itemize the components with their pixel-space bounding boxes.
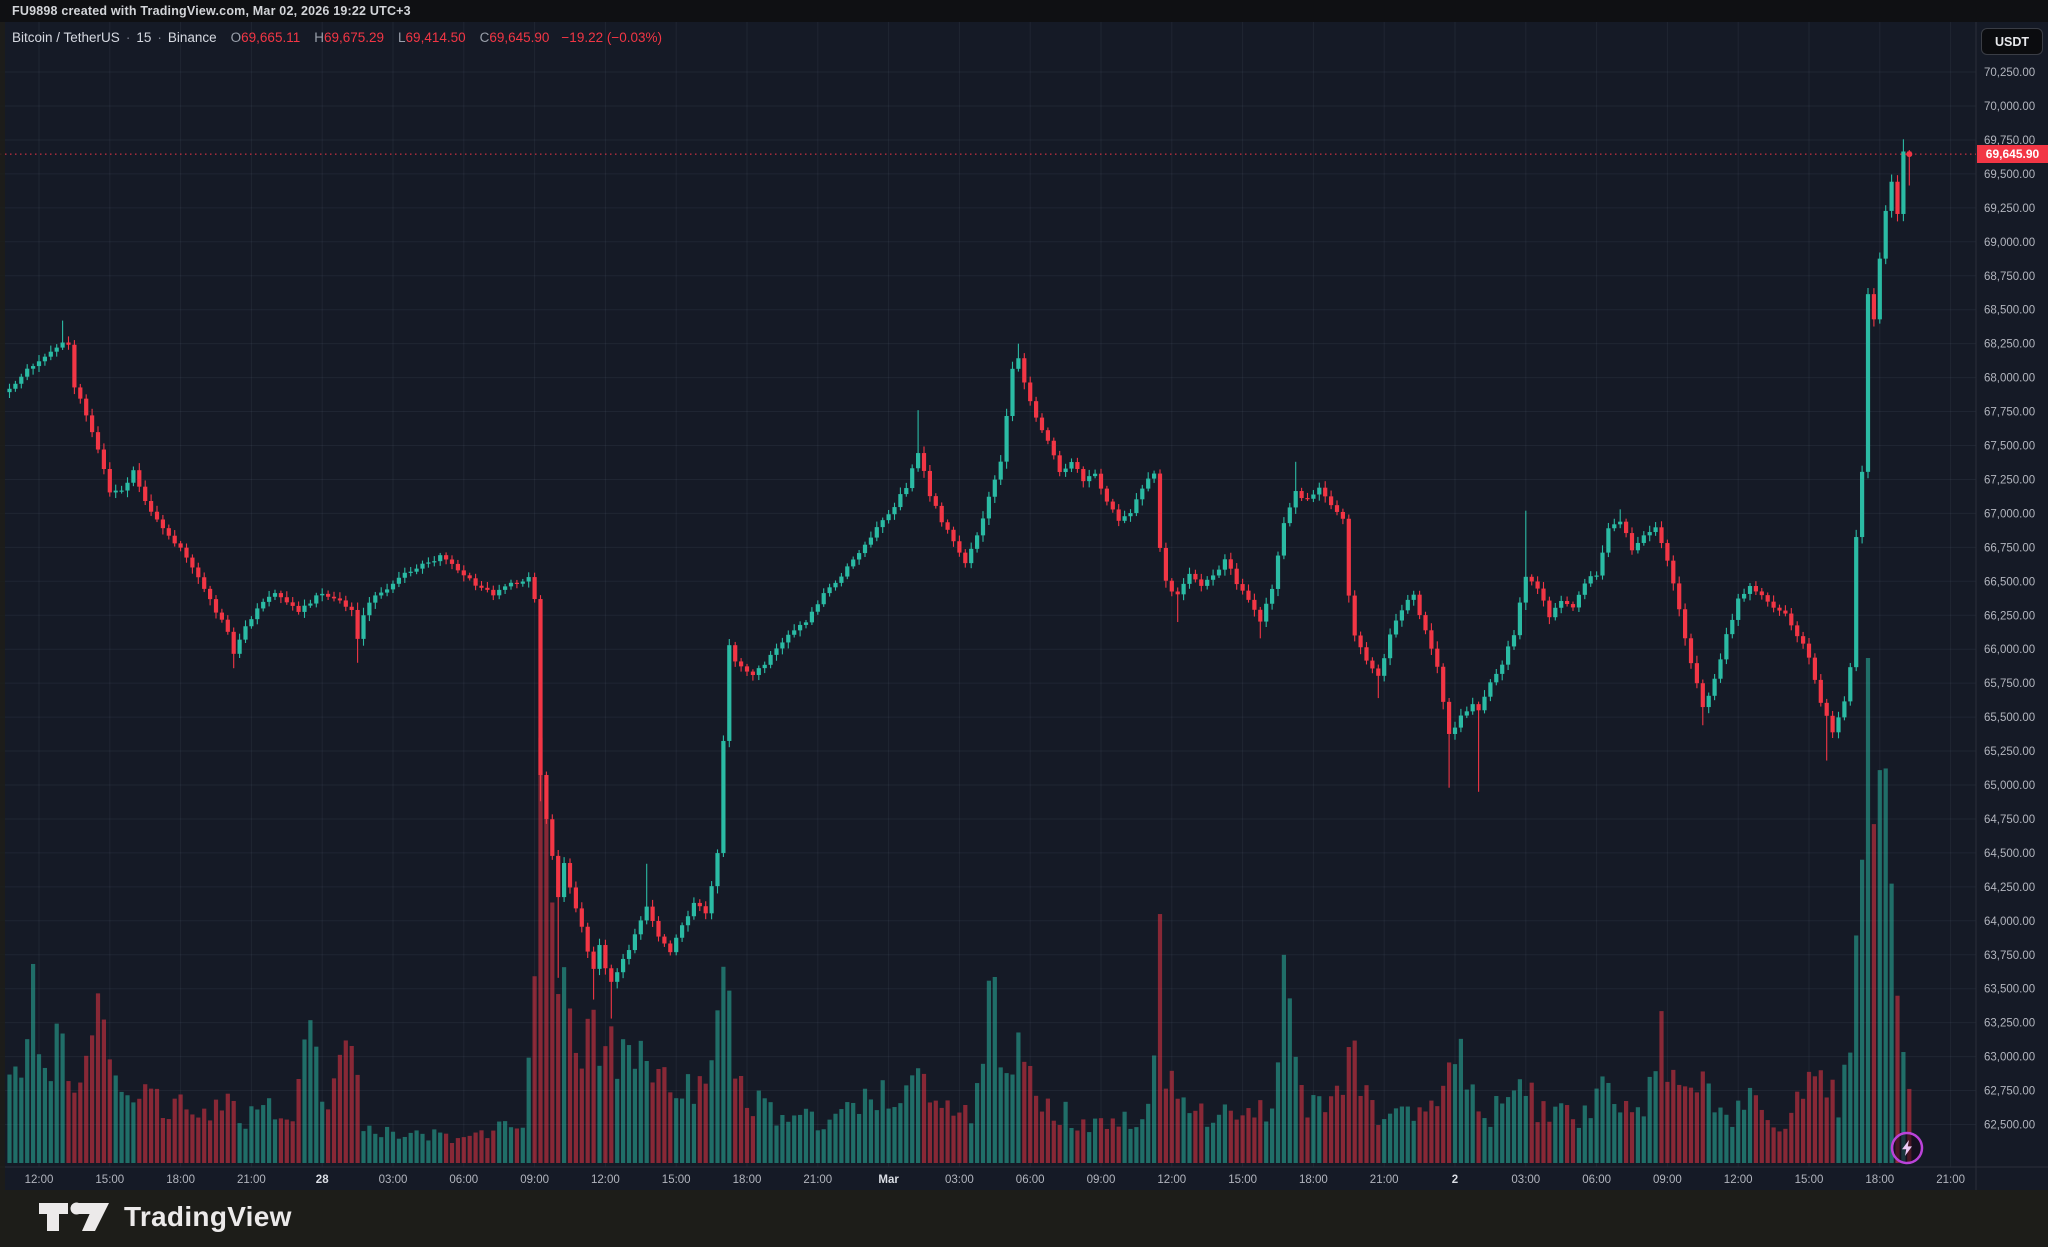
price-axis-label: 67,750.00 — [1984, 407, 2035, 419]
low-value: 69,414.50 — [405, 29, 466, 45]
time-axis-label: 18:00 — [733, 1174, 762, 1186]
price-axis-label: 66,000.00 — [1984, 644, 2035, 656]
separator-dot: · — [157, 29, 162, 45]
tradingview-logo-text: TradingView — [124, 1201, 292, 1232]
time-axis-label: 03:00 — [1511, 1174, 1540, 1186]
time-axis-label: 06:00 — [1582, 1174, 1611, 1186]
separator-dot: · — [125, 29, 131, 45]
exchange-name[interactable]: Binance — [167, 29, 217, 45]
axis-layer[interactable]: 70,250.00 70,000.00 69,750.00 69,500.00 69,2… — [0, 22, 2048, 1190]
time-axis-label: 15:00 — [1795, 1174, 1824, 1186]
time-axis-label: 09:00 — [1087, 1174, 1116, 1186]
lightning-button[interactable] — [1890, 1131, 1924, 1165]
price-axis-label: 67,250.00 — [1984, 474, 2035, 486]
price-axis-label: 62,500.00 — [1984, 1120, 2035, 1132]
time-axis-label: 18:00 — [166, 1174, 195, 1186]
time-axis-label: 09:00 — [1653, 1174, 1682, 1186]
time-axis-label: 12:00 — [1724, 1174, 1753, 1186]
time-axis-label: 15:00 — [662, 1174, 691, 1186]
time-axis-label: 12:00 — [591, 1174, 620, 1186]
price-axis-label: 69,500.00 — [1984, 169, 2035, 181]
volume-layer — [7, 658, 1912, 1163]
open-value: 69,665.11 — [241, 29, 301, 45]
symbol-name[interactable]: Bitcoin / TetherUS — [12, 29, 120, 45]
price-axis-label: 65,750.00 — [1984, 678, 2035, 690]
currency-toggle-button[interactable]: USDT — [1981, 28, 2043, 55]
time-axis-label: 06:00 — [1016, 1174, 1045, 1186]
time-axis-label: 06:00 — [449, 1174, 478, 1186]
time-axis-label: 15:00 — [95, 1174, 124, 1186]
high-value: 69,675.29 — [323, 29, 385, 45]
time-axis-label: 09:00 — [520, 1174, 549, 1186]
price-axis-label: 65,500.00 — [1984, 712, 2035, 724]
candles-layer — [7, 139, 1912, 1019]
time-axis-label: 2 — [1452, 1174, 1458, 1186]
current-price-line — [0, 151, 1976, 158]
attribution-text: FU9898 created with TradingView.com, Mar… — [12, 4, 411, 18]
open-label: O — [230, 29, 242, 45]
time-axis-label: 18:00 — [1299, 1174, 1328, 1186]
price-axis-label: 63,750.00 — [1984, 950, 2035, 962]
price-axis-label: 63,250.00 — [1984, 1018, 2035, 1030]
change-value: −19.22 (−0.03%) — [561, 29, 662, 45]
time-axis-label: 12:00 — [1157, 1174, 1186, 1186]
price-axis-label: 70,000.00 — [1984, 101, 2035, 113]
last-price-label: 69,645.90 — [1977, 145, 2048, 163]
price-axis-label: 66,750.00 — [1984, 542, 2035, 554]
high-label: H — [314, 29, 324, 45]
price-axis-label: 68,750.00 — [1984, 271, 2035, 283]
close-value: 69,645.90 — [489, 29, 550, 45]
lightning-icon — [1902, 1140, 1912, 1156]
tradingview-logo-mark — [39, 1202, 109, 1231]
time-axis-label: 21:00 — [803, 1174, 832, 1186]
price-axis-label: 66,500.00 — [1984, 576, 2035, 588]
price-axis-label: 69,250.00 — [1984, 203, 2035, 215]
chart-area: 70,250.00 70,000.00 69,750.00 69,500.00 69,2… — [0, 22, 2048, 1190]
price-axis-label: 68,250.00 — [1984, 339, 2035, 351]
price-axis-label: 69,000.00 — [1984, 237, 2035, 249]
price-axis-label: 64,000.00 — [1984, 916, 2035, 928]
bottom-bar: TradingView — [0, 1190, 2048, 1247]
price-axis-label: 63,500.00 — [1984, 984, 2035, 996]
price-axis-label: 62,750.00 — [1984, 1086, 2035, 1098]
time-axis-label: 12:00 — [25, 1174, 54, 1186]
price-axis-label: 68,000.00 — [1984, 373, 2035, 385]
last-price-dot — [1906, 151, 1913, 158]
price-axis-label: 66,250.00 — [1984, 610, 2035, 622]
symbol-info-bar: Bitcoin / TetherUS · 15 · Binance O 69,66… — [12, 27, 662, 47]
time-axis-label: 03:00 — [379, 1174, 408, 1186]
time-axis-label: Mar — [878, 1174, 899, 1186]
close-label: C — [479, 29, 490, 45]
low-label: L — [398, 29, 406, 45]
price-axis-label: 64,250.00 — [1984, 882, 2035, 894]
chart-canvas[interactable]: 70,250.00 70,000.00 69,750.00 69,500.00 69,2… — [0, 22, 2048, 1190]
price-axis-label: 68,500.00 — [1984, 305, 2035, 317]
time-axis-label: 21:00 — [237, 1174, 266, 1186]
left-edge-strip — [0, 22, 5, 1190]
time-axis-label: 21:00 — [1370, 1174, 1399, 1186]
time-axis-label: 28 — [316, 1174, 329, 1186]
attribution-bar: FU9898 created with TradingView.com, Mar… — [0, 0, 2048, 22]
price-axis-label: 67,000.00 — [1984, 508, 2035, 520]
price-axis-label: 70,250.00 — [1984, 67, 2035, 79]
time-axis-label: 03:00 — [945, 1174, 974, 1186]
time-axis-label: 21:00 — [1936, 1174, 1965, 1186]
time-axis-label: 18:00 — [1865, 1174, 1894, 1186]
price-axis-label: 64,500.00 — [1984, 848, 2035, 860]
tradingview-logo[interactable]: TradingView — [38, 1199, 292, 1235]
price-axis-label: 64,750.00 — [1984, 814, 2035, 826]
price-axis-label: 69,750.00 — [1984, 135, 2035, 147]
price-axis-label: 63,000.00 — [1984, 1052, 2035, 1064]
interval-value[interactable]: 15 — [136, 29, 152, 45]
price-axis-label: 65,250.00 — [1984, 746, 2035, 758]
time-axis-label: 15:00 — [1228, 1174, 1257, 1186]
price-axis-label: 67,500.00 — [1984, 441, 2035, 453]
price-axis-label: 65,000.00 — [1984, 780, 2035, 792]
